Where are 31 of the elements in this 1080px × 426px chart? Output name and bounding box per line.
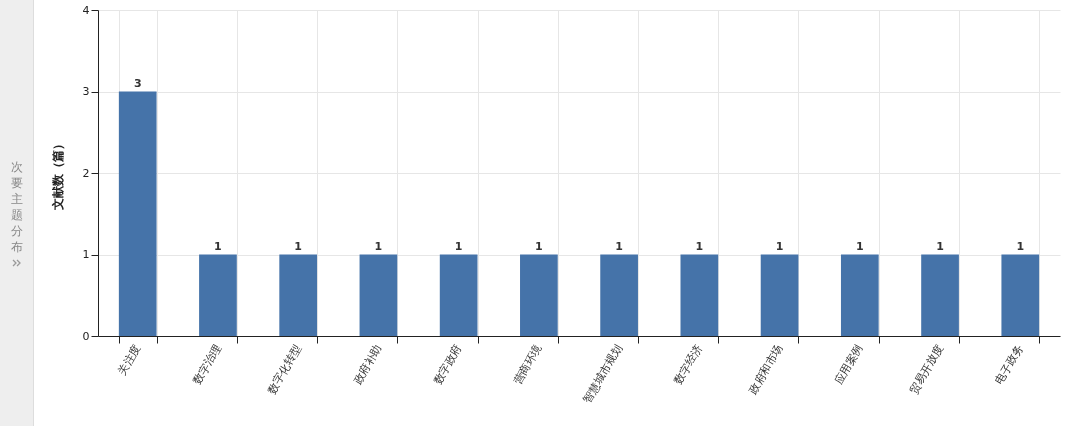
- data-label: 3: [133, 76, 142, 90]
- x-tick-label: 营商环境: [511, 342, 545, 387]
- x-tick-label: 贸易开放度: [906, 342, 946, 397]
- y-tick-label: 0: [82, 329, 90, 343]
- x-tick-label: 数字政府: [431, 342, 465, 387]
- data-label: 1: [294, 239, 303, 253]
- x-tick-label: 数字经济: [671, 342, 706, 387]
- data-label: 1: [775, 239, 784, 253]
- x-tick-label: 应用案例: [832, 342, 866, 387]
- y-tick-label: 4: [82, 3, 90, 17]
- y-axis-title: 文献数（篇）: [50, 137, 65, 211]
- x-tick-label: 电子政务: [992, 342, 1026, 387]
- text: 次要主题分布: [10, 159, 23, 255]
- data-label: 1: [535, 239, 543, 253]
- data-label: 1: [695, 239, 704, 253]
- y-tick-label: 1: [82, 248, 90, 261]
- x-tick-label: 数字化转型: [265, 342, 304, 397]
- data-label: 1: [936, 239, 944, 253]
- data-label: 1: [855, 239, 864, 253]
- x-tick-label: 关注度: [115, 342, 144, 378]
- data-label: 1: [454, 239, 463, 253]
- y-tick-label: 3: [82, 85, 90, 98]
- x-tick-label: 智慧城市规划: [580, 342, 625, 406]
- y-tick-label: 2: [82, 166, 90, 180]
- x-tick-label: 政府补助: [350, 342, 385, 387]
- data-label: 1: [615, 239, 623, 253]
- x-tick-label: 数字治理: [190, 342, 224, 387]
- data-label: 1: [214, 239, 222, 253]
- x-tick-label: 政府和市场: [746, 342, 786, 397]
- data-label: 1: [1016, 239, 1025, 253]
- data-label: 1: [374, 239, 383, 253]
